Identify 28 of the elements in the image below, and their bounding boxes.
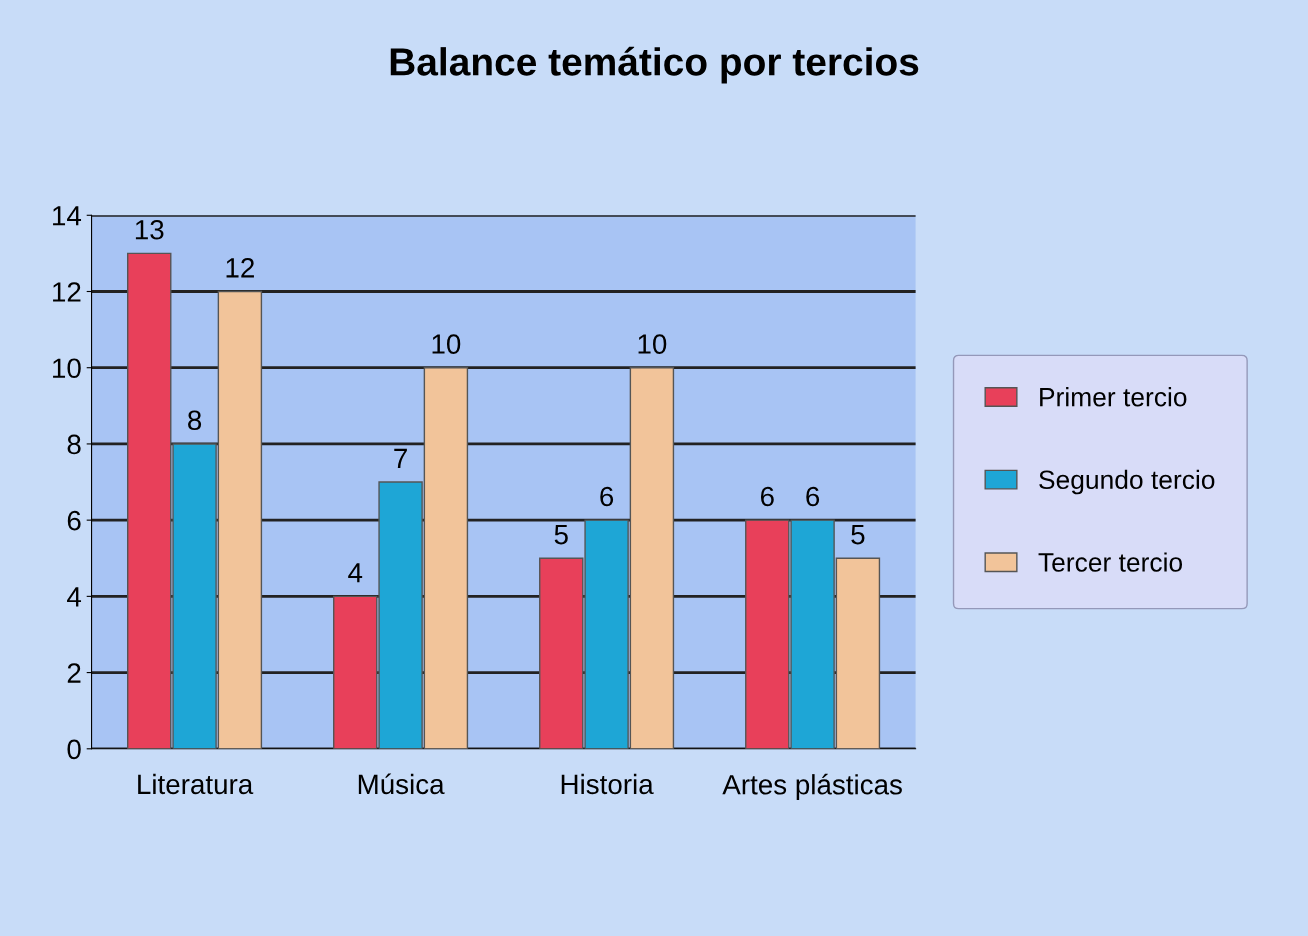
data-label: 13 [135,219,164,240]
chart-title: Balance temático por tercios [390,46,919,84]
y-tick-label: 2 [67,663,81,683]
y-tick-label: 8 [67,434,81,455]
y-tick-label: 6 [67,510,81,531]
y-tick-label: 14 [53,206,82,226]
x-tick-label: Historia [561,773,654,795]
y-tick-label: 0 [67,739,81,760]
y-tick-label: 12 [53,282,81,302]
legend-label: Segundo tercio [1039,469,1215,495]
data-label: 10 [432,334,461,354]
data-label: 10 [638,334,667,354]
x-tick-label: Artes plásticas [722,773,902,801]
data-label: 6 [760,486,774,507]
data-label: 7 [394,448,407,468]
x-tick-label: Literatura [138,773,254,795]
legend-label: Tercer tercio [1038,552,1183,572]
legend-label: Primer tercio [1040,387,1187,407]
data-label: 12 [226,258,254,278]
x-tick-label: Música [358,773,445,795]
data-label: 6 [600,486,614,507]
data-label: 5 [554,525,568,545]
data-label: 6 [806,486,820,507]
data-label: 8 [188,410,202,431]
data-label: 4 [348,563,363,583]
y-tick-label: 10 [53,358,81,379]
y-tick-label: 4 [67,587,82,607]
data-label: 5 [851,525,865,545]
